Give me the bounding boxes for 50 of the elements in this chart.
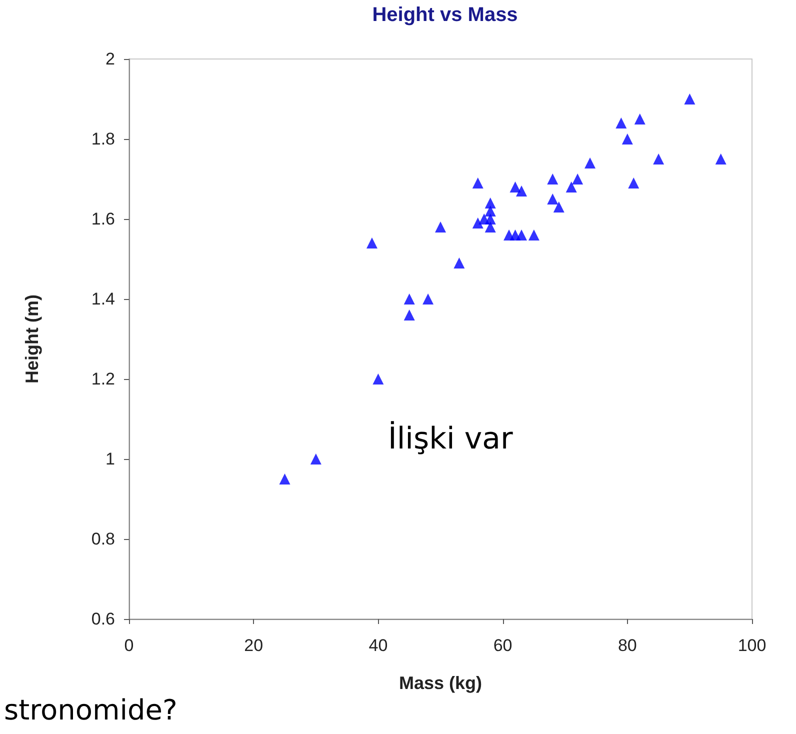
x-axis-title: Mass (kg)	[398, 673, 482, 693]
point	[484, 198, 496, 208]
point	[472, 218, 484, 228]
x-tick-label: 60	[493, 636, 512, 655]
point	[553, 202, 564, 212]
point	[516, 230, 527, 240]
x-tick-label: 100	[738, 636, 766, 655]
y-tick-label: 1.2	[91, 370, 115, 388]
x-tick-label: 80	[618, 636, 637, 655]
point	[616, 118, 627, 128]
point	[715, 154, 726, 164]
point	[628, 178, 640, 188]
chart-title: Height vs Mass	[372, 4, 518, 26]
point	[684, 94, 696, 104]
point	[279, 474, 290, 484]
point	[653, 154, 664, 164]
y-axis-title: Height (m)	[22, 294, 42, 384]
x-tick-label: 0	[124, 636, 134, 655]
point	[310, 454, 322, 464]
point	[484, 222, 496, 232]
point	[372, 374, 384, 384]
point	[472, 178, 484, 188]
point	[528, 230, 540, 240]
point	[572, 174, 584, 184]
point	[547, 194, 558, 204]
point	[454, 258, 465, 268]
point	[547, 174, 558, 184]
point	[566, 182, 577, 192]
point	[584, 158, 596, 168]
y-tick-label: 0.6	[91, 610, 115, 628]
point	[404, 310, 415, 320]
point	[404, 294, 415, 304]
point	[484, 206, 496, 216]
x-tick-label: 40	[368, 636, 388, 655]
point	[510, 182, 521, 192]
annotation: İlişki var	[388, 420, 514, 456]
x-tick-label: 20	[244, 636, 264, 655]
y-tick-label: 0.8	[91, 530, 115, 548]
point	[622, 134, 633, 144]
point	[634, 114, 646, 124]
text: stronomide?	[4, 694, 178, 726]
point	[422, 294, 434, 304]
point	[516, 186, 527, 196]
y-tick-label: 1.4	[91, 290, 115, 308]
point	[366, 238, 378, 248]
y-tick-label: 1.6	[91, 210, 115, 228]
point	[435, 222, 446, 232]
y-tick-label: 1.8	[91, 130, 115, 148]
y-tick-label: 1	[106, 450, 115, 468]
y-tick-label: 2	[106, 50, 115, 68]
